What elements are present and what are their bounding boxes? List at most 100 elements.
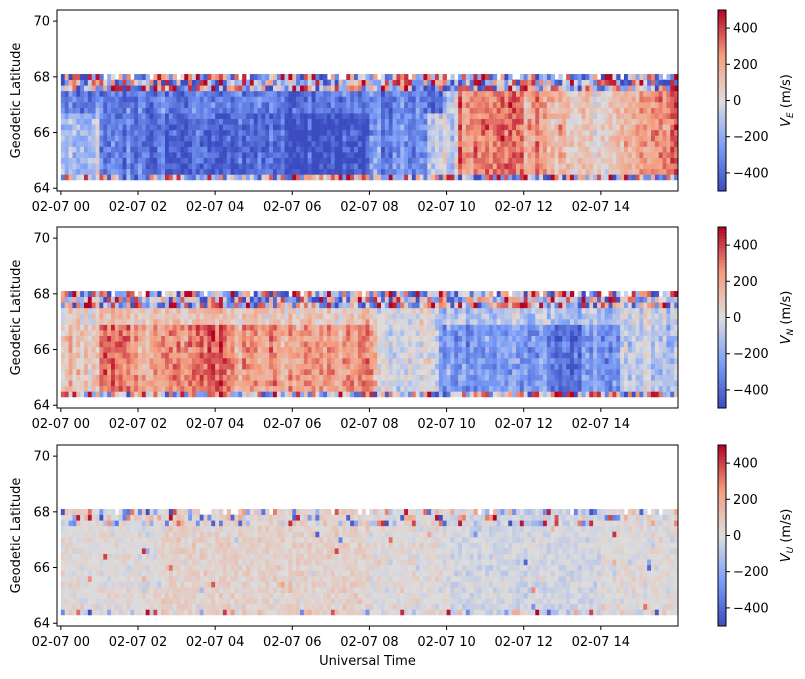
heatmap-cell — [273, 318, 278, 325]
heatmap-cell — [388, 74, 393, 81]
heatmap-cell — [141, 129, 147, 136]
heatmap-cell — [330, 168, 336, 175]
heatmap-cell — [68, 101, 73, 108]
heatmap-cell — [377, 129, 382, 136]
heatmap-cell — [392, 341, 397, 348]
heatmap-cell — [330, 369, 336, 375]
heatmap-cell — [188, 101, 193, 108]
heatmap-cell — [392, 101, 397, 108]
heatmap-cell — [172, 135, 177, 142]
heatmap-cell — [465, 157, 471, 164]
heatmap-cell — [226, 135, 231, 142]
heatmap-cell — [72, 302, 77, 309]
colorbar-segment — [718, 70, 726, 74]
heatmap-cell — [500, 113, 505, 119]
heatmap-cell — [400, 157, 405, 164]
colorbar-segment — [718, 112, 726, 117]
heatmap-cell — [631, 79, 636, 86]
heatmap-cell — [188, 341, 193, 348]
colorbar-segment — [718, 79, 726, 83]
heatmap-cell — [365, 318, 370, 325]
heatmap-cell — [192, 79, 197, 86]
heatmap-cell — [496, 124, 501, 131]
heatmap-cell — [257, 113, 262, 119]
heatmap-cell — [300, 163, 305, 170]
heatmap-cell — [234, 330, 239, 336]
heatmap-cell — [176, 363, 181, 370]
heatmap-cell — [654, 85, 660, 92]
heatmap-cell — [76, 302, 81, 309]
heatmap-cell — [400, 174, 405, 181]
heatmap-cell — [126, 101, 131, 108]
heatmap-cell — [388, 113, 393, 119]
heatmap-cell — [423, 341, 428, 348]
heatmap-cell — [342, 296, 347, 303]
heatmap-cell — [130, 79, 135, 86]
heatmap-cell — [431, 85, 436, 92]
heatmap-cell — [230, 318, 235, 325]
heatmap-cell — [454, 146, 459, 153]
heatmap-cell — [145, 113, 150, 119]
heatmap-cell — [334, 352, 339, 359]
heatmap-cell — [114, 341, 120, 348]
heatmap-cell — [396, 385, 401, 392]
heatmap-cell — [330, 330, 336, 336]
heatmap-cell — [211, 324, 216, 331]
heatmap-cell — [666, 107, 671, 114]
heatmap-cell — [246, 90, 251, 97]
heatmap-cell — [446, 85, 451, 92]
heatmap-cell — [408, 302, 413, 309]
heatmap-cell — [373, 79, 378, 86]
heatmap-cell — [253, 107, 258, 114]
heatmap-cell — [234, 307, 239, 314]
heatmap-cell — [246, 152, 251, 158]
heatmap-cell — [608, 79, 613, 86]
heatmap-cell — [319, 118, 324, 125]
heatmap-cell — [597, 163, 602, 170]
heatmap-cell — [558, 107, 563, 114]
heatmap-cell — [477, 152, 482, 158]
heatmap-cell — [627, 85, 633, 92]
heatmap-cell — [415, 307, 420, 314]
heatmap-cell — [384, 96, 390, 103]
heatmap-cell — [454, 152, 459, 158]
heatmap-cell — [346, 313, 351, 320]
heatmap-cell — [265, 330, 270, 336]
heatmap-cell — [114, 135, 120, 142]
heatmap-cell — [450, 107, 455, 114]
heatmap-cell — [165, 129, 170, 136]
heatmap-cell — [600, 146, 606, 153]
heatmap-cell — [585, 174, 590, 181]
heatmap-cell — [593, 140, 598, 147]
heatmap-cell — [550, 113, 555, 119]
heatmap-cell — [76, 291, 81, 298]
heatmap-cell — [234, 79, 239, 86]
heatmap-cell — [284, 307, 289, 314]
heatmap-cell — [207, 357, 212, 364]
heatmap-cell — [184, 174, 189, 181]
heatmap-cell — [211, 291, 216, 298]
heatmap-cell — [60, 79, 66, 86]
heatmap-cell — [600, 101, 606, 108]
heatmap-cell — [500, 146, 505, 153]
heatmap-cell — [396, 318, 401, 325]
heatmap-cell — [238, 341, 243, 348]
heatmap-cell — [365, 140, 370, 147]
heatmap-cell — [261, 363, 266, 370]
heatmap-cell — [496, 135, 501, 142]
heatmap-cell — [327, 90, 332, 97]
heatmap-cell — [219, 163, 224, 170]
heatmap-cell — [311, 296, 316, 303]
heatmap-cell — [180, 90, 185, 97]
heatmap-cell — [226, 129, 231, 136]
heatmap-cell — [126, 107, 131, 114]
heatmap-cell — [446, 113, 451, 119]
heatmap-cell — [149, 140, 154, 147]
heatmap-cell — [138, 296, 143, 303]
heatmap-cell — [388, 79, 393, 86]
heatmap-cell — [550, 90, 555, 97]
heatmap-cell — [269, 352, 274, 359]
heatmap-cell — [674, 118, 679, 125]
heatmap-cell — [261, 96, 266, 103]
heatmap-cell — [157, 385, 162, 392]
